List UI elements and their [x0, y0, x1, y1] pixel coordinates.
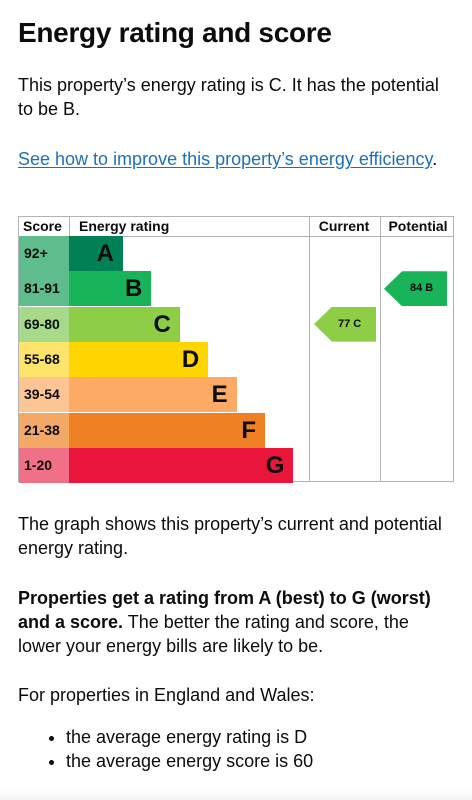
rating-column-header: Energy rating	[79, 218, 170, 234]
potential-rating-label: 84 B	[410, 282, 434, 295]
potential-rating-arrow: 84 B	[384, 271, 447, 307]
rating-explanation: Properties get a rating from A (best) to…	[18, 586, 454, 658]
region-text: For properties in England and Wales:	[18, 685, 315, 705]
band-bar-d: D	[69, 341, 209, 377]
current-divider	[309, 217, 310, 481]
band-bar-a: A	[69, 236, 123, 271]
rating-explanation-rest: The better the rating and score, the low…	[18, 612, 409, 656]
band-score-range: 55-68	[19, 341, 69, 377]
band-bar-e: E	[69, 377, 237, 413]
band-bar-g: G	[69, 447, 294, 483]
averages-list: the average energy rating is D the avera…	[18, 725, 313, 773]
energy-rating-chart: Score Energy rating Current Potential 92…	[18, 216, 454, 483]
band-score-range: 69-80	[19, 306, 69, 342]
bottom-fade	[0, 790, 472, 800]
score-divider	[69, 217, 70, 236]
band-bar-c: C	[69, 306, 180, 342]
current-rating-label: 77 C	[338, 317, 362, 330]
header-divider	[19, 236, 453, 237]
score-column-header: Score	[23, 218, 62, 234]
graph-description: The graph shows this property’s current …	[18, 514, 442, 558]
improve-paragraph: See how to improve this property’s energ…	[18, 147, 454, 171]
link-suffix: .	[432, 149, 438, 169]
band-bar-b: B	[69, 271, 152, 307]
band-score-range: 81-91	[19, 271, 69, 307]
current-column-header: Current	[318, 218, 370, 234]
potential-divider	[380, 217, 381, 481]
rating-explanation-bold: Properties get a rating from A (best) to…	[18, 588, 431, 632]
band-score-range: 92+	[19, 236, 69, 271]
list-item: the average energy rating is D	[66, 725, 313, 749]
potential-column-header: Potential	[388, 218, 448, 234]
improve-efficiency-link[interactable]: See how to improve this property’s energ…	[18, 149, 433, 169]
list-item: the average energy score is 60	[66, 749, 313, 773]
current-rating-arrow: 77 C	[314, 306, 376, 342]
band-bar-f: F	[69, 412, 265, 448]
rating-intro: This property’s energy rating is C. It h…	[18, 75, 439, 119]
page-title: Energy rating and score	[18, 17, 332, 48]
band-score-range: 1-20	[19, 447, 69, 483]
band-score-range: 21-38	[19, 412, 69, 448]
band-score-range: 39-54	[19, 377, 69, 413]
